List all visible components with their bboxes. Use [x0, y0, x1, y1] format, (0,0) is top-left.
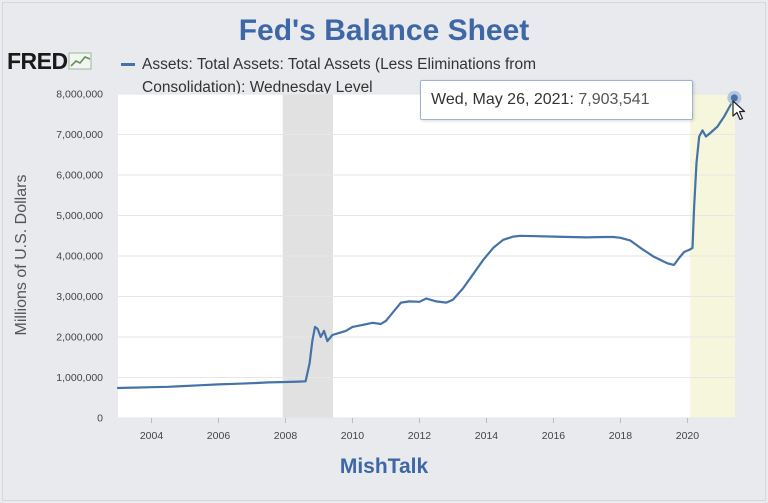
tooltip-date: Wed, May 26, 2021:	[431, 91, 574, 108]
y-tick-label-1: 1,000,000	[56, 372, 103, 384]
legend-swatch	[121, 63, 135, 66]
marker-layer	[727, 90, 742, 105]
fred-logo-text: FRED	[7, 47, 68, 74]
x-tick-label-4: 2012	[408, 430, 432, 442]
x-tick-layer: 2004 2006 2008 2010 2012 2014 2016 2018 2020	[140, 418, 699, 442]
x-tick-label-5: 2014	[475, 430, 499, 442]
mouse-cursor-icon	[732, 100, 746, 121]
fred-logo: FRED	[7, 48, 94, 74]
chart-title: Fed's Balance Sheet	[238, 14, 530, 47]
y-tick-label-8: 8,000,000	[56, 89, 103, 101]
x-tick-label-0: 2004	[140, 430, 164, 442]
y-tick-label-5: 5,000,000	[56, 210, 103, 222]
tooltip-value: 7,903,541	[578, 91, 650, 108]
legend-label: Assets: Total Assets: Total Assets (Less…	[142, 53, 642, 99]
y-tick-label-0: 0	[97, 413, 103, 425]
x-tick-label-3: 2010	[341, 430, 365, 442]
x-tick-label-6: 2016	[542, 430, 566, 442]
y-tick-label-2: 2,000,000	[56, 332, 103, 344]
x-tick-label-8: 2020	[676, 430, 700, 442]
legend-line-1: Assets: Total Assets: Total Assets (Less…	[142, 56, 536, 73]
grid-layer	[118, 93, 735, 419]
chart-subtitle: MishTalk	[339, 455, 429, 478]
y-tick-label-6: 6,000,000	[56, 170, 103, 182]
chart-line-icon	[68, 52, 92, 70]
y-tick-label-3: 3,000,000	[56, 291, 103, 303]
y-tick-label-4: 4,000,000	[56, 251, 103, 263]
x-tick-label-7: 2018	[609, 430, 633, 442]
x-tick-label-1: 2006	[207, 430, 231, 442]
x-tick-label-2: 2008	[274, 430, 298, 442]
y-tick-layer: 0 1,000,000 2,000,000 3,000,000 4,000,000 5,0…	[56, 89, 103, 425]
legend-line-2: Consolidation): Wednesday Level	[142, 79, 373, 96]
hover-marker[interactable]	[730, 94, 738, 102]
data-tooltip: Wed, May 26, 2021: 7,903,541	[420, 80, 693, 120]
series-layer	[116, 96, 736, 390]
series-line-0	[116, 96, 736, 390]
y-tick-label-7: 7,000,000	[56, 129, 103, 141]
